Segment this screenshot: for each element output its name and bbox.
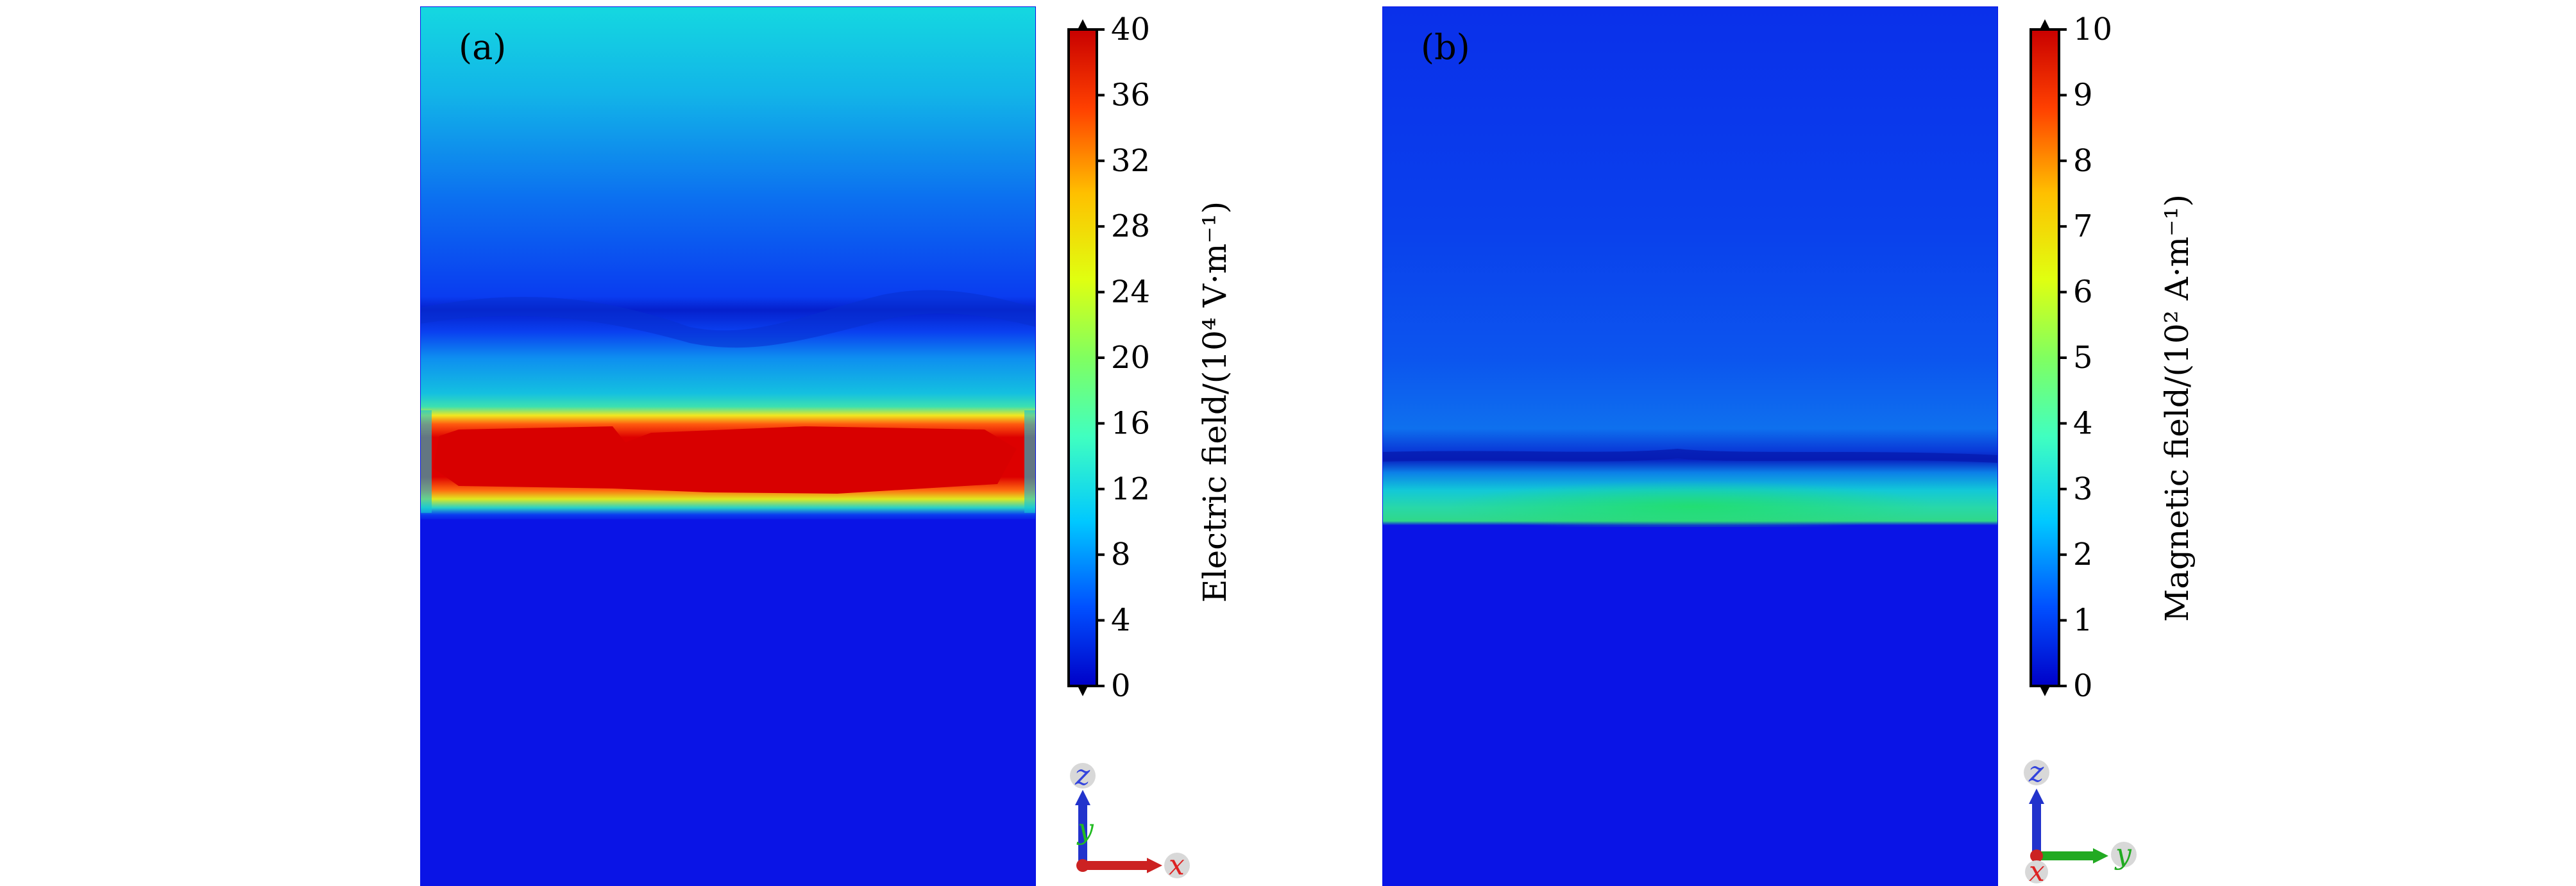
electric-colorbar-tick-label: 32 [1111, 143, 1150, 179]
axis-triad-a: z y x [1070, 759, 1190, 882]
electric-field-colorbar: 0 4 8 12 16 20 24 28 32 36 40 Electric field/(10⁴ … [1065, 6, 1296, 712]
magnetic-colorbar-tick-label: 0 [2073, 668, 2093, 704]
panel-label-a: (a) [459, 27, 507, 67]
electric-colorbar-tick-label: 12 [1111, 471, 1150, 507]
axis-label-x-b: x [2029, 855, 2045, 886]
electric-colorbar-tick-label: 16 [1111, 405, 1150, 441]
magnetic-field-colorbar-title: Magnetic field/(10² A·m⁻¹) [2158, 194, 2196, 622]
electric-field-colorbar-scale: 0 4 8 12 16 20 24 28 32 36 40 [1067, 12, 1150, 704]
axis-triad-b: z y x [2024, 756, 2137, 886]
electric-colorbar-tick-label: 4 [1111, 603, 1131, 639]
electric-colorbar-tick-label: 20 [1111, 340, 1150, 376]
axis-label-y-a: y [1076, 813, 1094, 846]
magnetic-field-colorbar: 0 1 2 3 4 5 6 7 8 9 10 Magnetic field/(10² A·m⁻¹) [2027, 6, 2258, 712]
magnetic-colorbar-tick-label: 5 [2073, 340, 2093, 376]
electric-colorbar-tick-label: 28 [1111, 208, 1150, 244]
magnetic-field-map [1382, 6, 1998, 886]
panel-label-b: (b) [1421, 27, 1470, 67]
electric-field-colorbar-title: Electric field/(10⁴ V·m⁻¹) [1196, 201, 1233, 603]
magnetic-colorbar-tick-label: 10 [2073, 12, 2112, 47]
axis-label-x-a: x [1169, 849, 1185, 882]
magnetic-colorbar-tick-label: 1 [2073, 603, 2093, 639]
axis-label-y-b: y [2114, 838, 2132, 871]
electric-field-map [420, 6, 1036, 886]
magnetic-field-panel: (b) [1382, 6, 1998, 886]
electric-colorbar-tick-label: 24 [1111, 274, 1150, 310]
electric-colorbar-tick-label: 36 [1111, 77, 1150, 113]
magnetic-colorbar-tick-label: 8 [2073, 143, 2093, 179]
magnetic-colorbar-tick-label: 9 [2073, 77, 2093, 113]
electric-colorbar-tick-label: 40 [1111, 12, 1150, 47]
electric-colorbar-tick-label: 8 [1111, 537, 1131, 573]
magnetic-colorbar-tick-label: 3 [2073, 471, 2093, 507]
magnetic-field-colorbar-scale: 0 1 2 3 4 5 6 7 8 9 10 [2029, 12, 2112, 704]
electric-colorbar-tick-label: 0 [1111, 668, 1131, 704]
axis-label-z-a: z [1074, 759, 1090, 792]
magnetic-colorbar-tick-label: 6 [2073, 274, 2093, 310]
axis-label-z-b: z [2028, 756, 2044, 789]
magnetic-colorbar-tick-label: 7 [2073, 208, 2093, 244]
magnetic-colorbar-tick-label: 2 [2073, 537, 2093, 573]
magnetic-colorbar-tick-label: 4 [2073, 405, 2093, 441]
electric-field-panel: (a) [420, 6, 1036, 886]
